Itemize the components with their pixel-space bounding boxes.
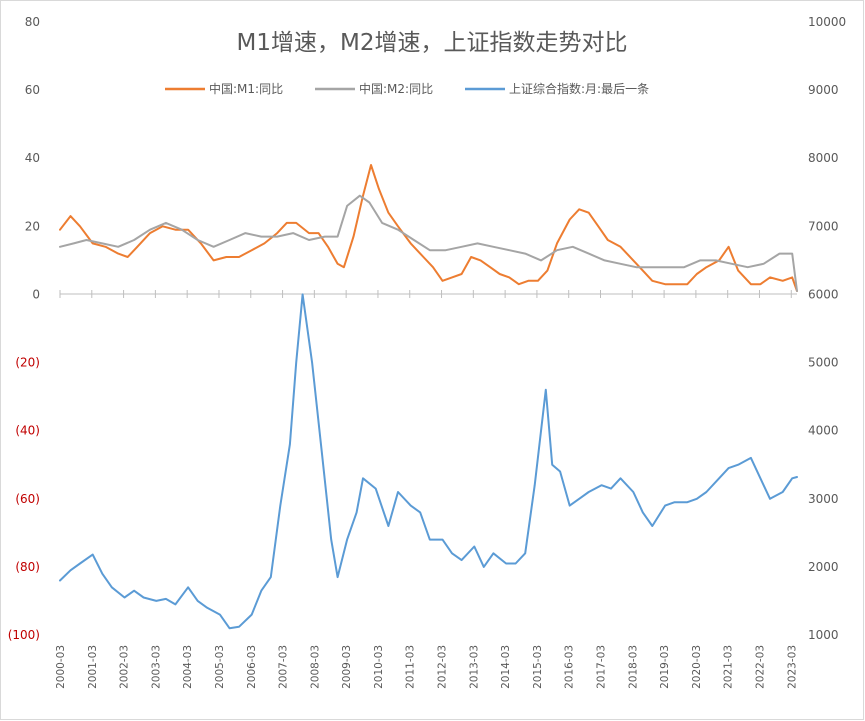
series-line-3 [59,293,798,630]
x-tick-label: 2010-03 [373,645,385,689]
series-line-1 [59,164,798,292]
x-tick-label: 2019-03 [659,645,671,689]
series-line-2 [59,194,798,292]
x-tick-label: 2003-03 [150,645,162,689]
x-tick-label: 2016-03 [564,645,576,689]
right-tick-label: 5000 [808,356,839,370]
x-tick-label: 2011-03 [405,645,417,689]
legend-label: 中国:M2:同比 [359,81,433,96]
left-tick-label: 80 [25,15,40,29]
x-tick-label: 2002-03 [119,645,131,689]
left-tick-label: (40) [15,424,40,438]
left-tick-label: 0 [32,287,40,301]
left-tick-label: (80) [15,560,40,574]
left-tick-label: 40 [25,151,40,165]
series-group [59,164,798,630]
right-tick-label: 6000 [808,287,839,301]
right-axis-ticks: 10000 9000 8000 7000 6000 5000 4000 3000 2000 100… [808,15,846,642]
left-tick-label: (20) [15,356,40,370]
right-tick-label: 9000 [808,83,839,97]
x-tick-label: 2006-03 [246,645,258,689]
x-tick-label: 2009-03 [341,645,353,689]
x-tick-label: 2022-03 [754,645,766,689]
x-tick-label: 2007-03 [278,645,290,689]
x-tick-label: 2005-03 [214,645,226,689]
x-axis-ticks: 2000-03 2001-03 2002-03 2003-03 2004-03 2005-… [55,290,798,689]
legend: 中国:M1:同比 中国:M2:同比 上证综合指数:月:最后一条 [165,81,649,96]
x-tick-label: 2015-03 [532,645,544,689]
legend-label: 中国:M1:同比 [209,81,283,96]
x-tick-label: 2004-03 [182,645,194,689]
right-tick-label: 8000 [808,151,839,165]
x-tick-label: 2023-03 [786,645,798,689]
x-tick-label: 2001-03 [87,645,99,689]
right-tick-label: 10000 [808,15,846,29]
x-tick-label: 2020-03 [691,645,703,689]
chart-title: M1增速，M2增速，上证指数走势对比 [237,30,628,56]
right-tick-label: 1000 [808,628,839,642]
right-tick-label: 3000 [808,492,839,506]
left-tick-label: 20 [25,219,40,233]
x-tick-label: 2008-03 [309,645,321,689]
right-tick-label: 4000 [808,424,839,438]
left-tick-label: (60) [15,492,40,506]
x-tick-label: 2021-03 [723,645,735,689]
legend-label: 上证综合指数:月:最后一条 [509,81,649,96]
left-axis-ticks: 80 60 40 20 0 (20) (40) (60) (80) (100) [8,15,40,642]
right-tick-label: 7000 [808,219,839,233]
left-tick-label: (100) [8,628,40,642]
x-tick-label: 2000-03 [55,645,67,689]
x-tick-label: 2018-03 [627,645,639,689]
x-tick-label: 2013-03 [468,645,480,689]
right-tick-label: 2000 [808,560,839,574]
x-tick-label: 2017-03 [596,645,608,689]
x-tick-label: 2014-03 [500,645,512,689]
x-tick-label: 2012-03 [437,645,449,689]
left-tick-label: 60 [25,83,40,97]
